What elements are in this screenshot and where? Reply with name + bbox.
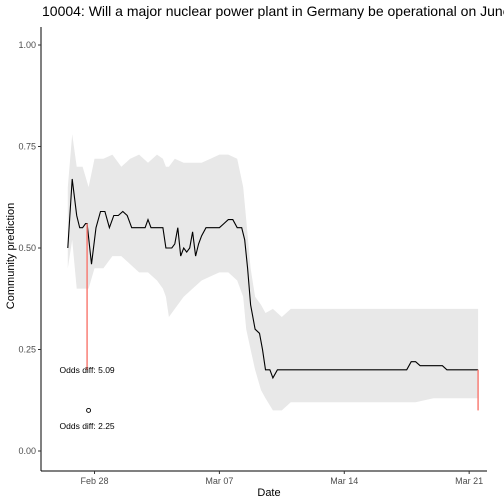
x-axis-title: Date <box>257 487 280 499</box>
y-axis-title: Community prediction <box>5 203 17 309</box>
y-tick-label: 1.00 <box>18 40 36 50</box>
y-tick-label: 0.00 <box>18 446 36 456</box>
y-tick-label: 0.25 <box>18 345 36 355</box>
prediction-series-line <box>67 178 479 380</box>
odds-diff-label: Odds diff: 5.09 <box>60 365 115 375</box>
odds-diff-label: Odds diff: 2.25 <box>60 421 115 431</box>
axes-layer: 0.00 0.25 0.50 0.75 1.00 Feb 28 Mar 07 Mar 14 Ma… <box>18 27 487 486</box>
odds-diff-layer: Odds diff: 5.09 Odds diff: 2.25 <box>60 223 479 431</box>
x-tick-label: Mar 21 <box>455 476 483 486</box>
prediction-line-layer <box>67 178 479 380</box>
x-tick-label: Feb 28 <box>81 476 109 486</box>
chart-title: 10004: Will a major nuclear power plant … <box>42 3 504 19</box>
uncertainty-band-layer <box>67 134 479 411</box>
y-tick-label: 0.50 <box>18 243 36 253</box>
x-tick-label: Mar 07 <box>205 476 233 486</box>
odds-diff-point <box>86 407 92 413</box>
y-tick-label: 0.75 <box>18 142 36 152</box>
uncertainty-band <box>67 134 479 411</box>
x-tick-label: Mar 14 <box>330 476 358 486</box>
